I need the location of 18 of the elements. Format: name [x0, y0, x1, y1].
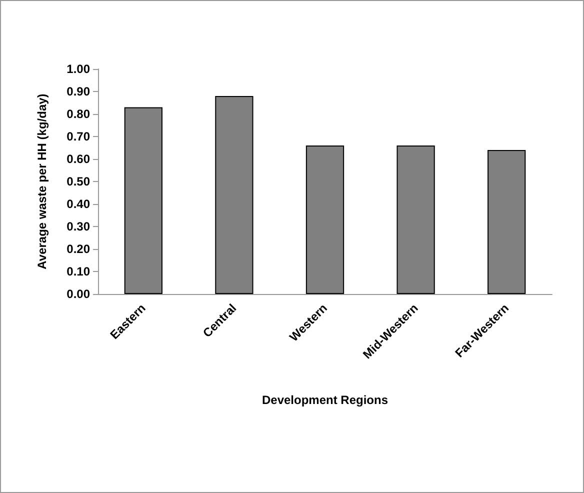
bar [124, 107, 162, 294]
y-tick-label: 0.60 [66, 152, 90, 166]
y-tick-label: 0.90 [66, 84, 90, 98]
bar [306, 146, 344, 294]
y-tick-label: 0.00 [66, 287, 90, 301]
y-tick-label: 0.50 [66, 174, 90, 188]
bar [215, 96, 254, 294]
y-tick-label: 0.70 [66, 130, 90, 144]
y-tick-label: 0.80 [66, 107, 90, 121]
y-tick-label: 0.40 [66, 197, 90, 211]
bar [488, 150, 526, 294]
y-tick-label: 0.10 [66, 264, 90, 278]
y-tick-label: 0.20 [66, 242, 90, 256]
bar [396, 146, 435, 294]
y-tick-label: 1.00 [66, 62, 90, 76]
y-tick-label: 0.30 [66, 220, 90, 234]
y-axis-title: Average waste per HH (kg/day) [35, 94, 49, 270]
x-axis-title: Development Regions [262, 393, 388, 407]
